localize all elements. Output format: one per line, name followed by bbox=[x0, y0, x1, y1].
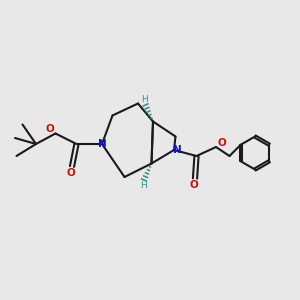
Text: N: N bbox=[98, 139, 106, 149]
Text: H: H bbox=[141, 95, 148, 104]
Text: O: O bbox=[66, 167, 75, 178]
Text: O: O bbox=[189, 179, 198, 190]
Text: H: H bbox=[140, 181, 146, 190]
Text: O: O bbox=[46, 124, 55, 134]
Text: N: N bbox=[173, 145, 182, 155]
Text: O: O bbox=[217, 137, 226, 148]
